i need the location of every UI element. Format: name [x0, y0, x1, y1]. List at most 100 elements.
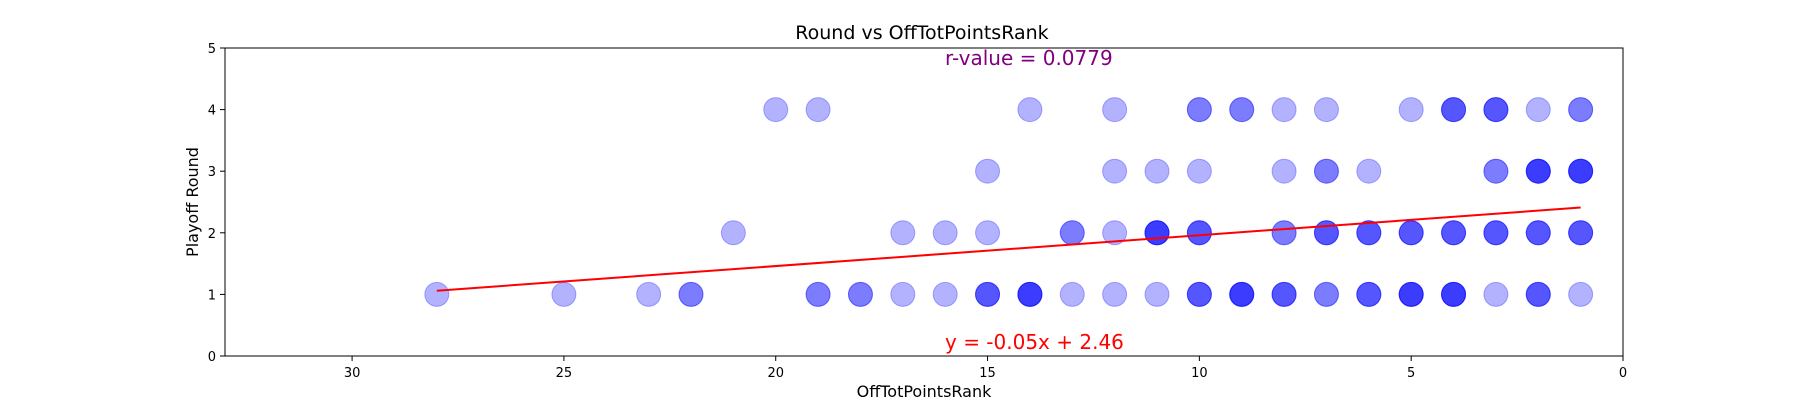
data-point — [1525, 158, 1551, 184]
data-point — [1568, 158, 1594, 184]
data-point — [1441, 97, 1467, 123]
data-point — [1186, 97, 1212, 123]
data-point — [1313, 158, 1339, 184]
data-point — [1568, 281, 1594, 307]
data-point — [1568, 220, 1594, 246]
data-point — [1017, 281, 1043, 307]
data-point — [1271, 281, 1297, 307]
data-point — [1525, 281, 1551, 307]
data-point — [763, 97, 789, 123]
x-tick-label: 30 — [344, 366, 361, 381]
data-point — [1398, 281, 1424, 307]
data-point — [1356, 281, 1382, 307]
data-point — [1356, 281, 1382, 307]
x-tick-label: 15 — [979, 366, 996, 381]
data-point — [975, 281, 1001, 307]
data-point — [1186, 281, 1212, 307]
data-point — [1568, 158, 1594, 184]
data-point — [1229, 281, 1255, 307]
data-point — [1271, 97, 1297, 123]
data-point — [1186, 281, 1212, 307]
data-point — [1102, 158, 1128, 184]
data-point — [1398, 281, 1424, 307]
data-point — [1102, 281, 1128, 307]
data-point — [847, 281, 873, 307]
data-point — [1525, 281, 1551, 307]
data-point — [1313, 97, 1339, 123]
data-point — [1441, 220, 1467, 246]
points-layer — [424, 97, 1594, 307]
data-point — [1356, 158, 1382, 184]
data-point — [1313, 281, 1339, 307]
data-point — [1441, 281, 1467, 307]
data-point — [1271, 220, 1297, 246]
y-tick-label: 4 — [208, 104, 216, 119]
r-value-annotation: r-value = 0.0779 — [945, 46, 1113, 70]
data-point — [1186, 281, 1212, 307]
data-point — [805, 281, 831, 307]
data-point — [1313, 220, 1339, 246]
data-point — [1568, 97, 1594, 123]
x-tick-label: 20 — [767, 366, 784, 381]
x-tick-label: 10 — [1191, 366, 1208, 381]
data-point — [424, 281, 450, 307]
data-point — [1059, 220, 1085, 246]
data-point — [1568, 220, 1594, 246]
data-point — [1525, 220, 1551, 246]
data-point — [1017, 281, 1043, 307]
data-point — [1483, 158, 1509, 184]
data-point — [1483, 97, 1509, 123]
data-point — [1525, 158, 1551, 184]
y-tick-label: 0 — [208, 350, 216, 365]
x-axis: 30 25 20 15 10 5 0 — [344, 356, 1627, 381]
data-point — [847, 281, 873, 307]
data-point — [636, 281, 662, 307]
data-point — [1102, 97, 1128, 123]
data-point — [890, 281, 916, 307]
data-point — [1271, 281, 1297, 307]
data-point — [1483, 97, 1509, 123]
data-point — [932, 220, 958, 246]
data-point — [1313, 158, 1339, 184]
data-point — [1144, 158, 1170, 184]
data-point — [1186, 220, 1212, 246]
data-point — [1525, 158, 1551, 184]
data-point — [1568, 220, 1594, 246]
data-point — [1356, 220, 1382, 246]
data-point — [1525, 220, 1551, 246]
y-tick-label: 1 — [208, 288, 216, 303]
data-point — [1186, 220, 1212, 246]
data-point — [1568, 158, 1594, 184]
data-point — [975, 281, 1001, 307]
equation-annotation: y = -0.05x + 2.46 — [945, 330, 1124, 354]
data-point — [1441, 220, 1467, 246]
x-axis-label: OffTotPointsRank — [857, 382, 993, 400]
data-point — [1144, 220, 1170, 246]
data-point — [720, 220, 746, 246]
data-point — [1398, 220, 1424, 246]
data-point — [1483, 220, 1509, 246]
data-point — [975, 158, 1001, 184]
data-point — [1356, 281, 1382, 307]
data-point — [1441, 281, 1467, 307]
data-point — [1483, 281, 1509, 307]
y-tick-label: 2 — [208, 227, 216, 242]
y-axis: 0 1 2 3 4 5 — [208, 42, 225, 365]
data-point — [1186, 97, 1212, 123]
y-tick-label: 5 — [208, 42, 216, 57]
data-point — [551, 281, 577, 307]
data-point — [1568, 97, 1594, 123]
data-point — [678, 281, 704, 307]
data-point — [1525, 281, 1551, 307]
x-tick-label: 0 — [1619, 366, 1627, 381]
data-point — [678, 281, 704, 307]
y-axis-label: Playoff Round — [183, 147, 202, 257]
data-point — [1441, 220, 1467, 246]
data-point — [1017, 281, 1043, 307]
data-point — [1441, 281, 1467, 307]
data-point — [975, 220, 1001, 246]
data-point — [1483, 97, 1509, 123]
data-point — [1271, 220, 1297, 246]
data-point — [1483, 158, 1509, 184]
